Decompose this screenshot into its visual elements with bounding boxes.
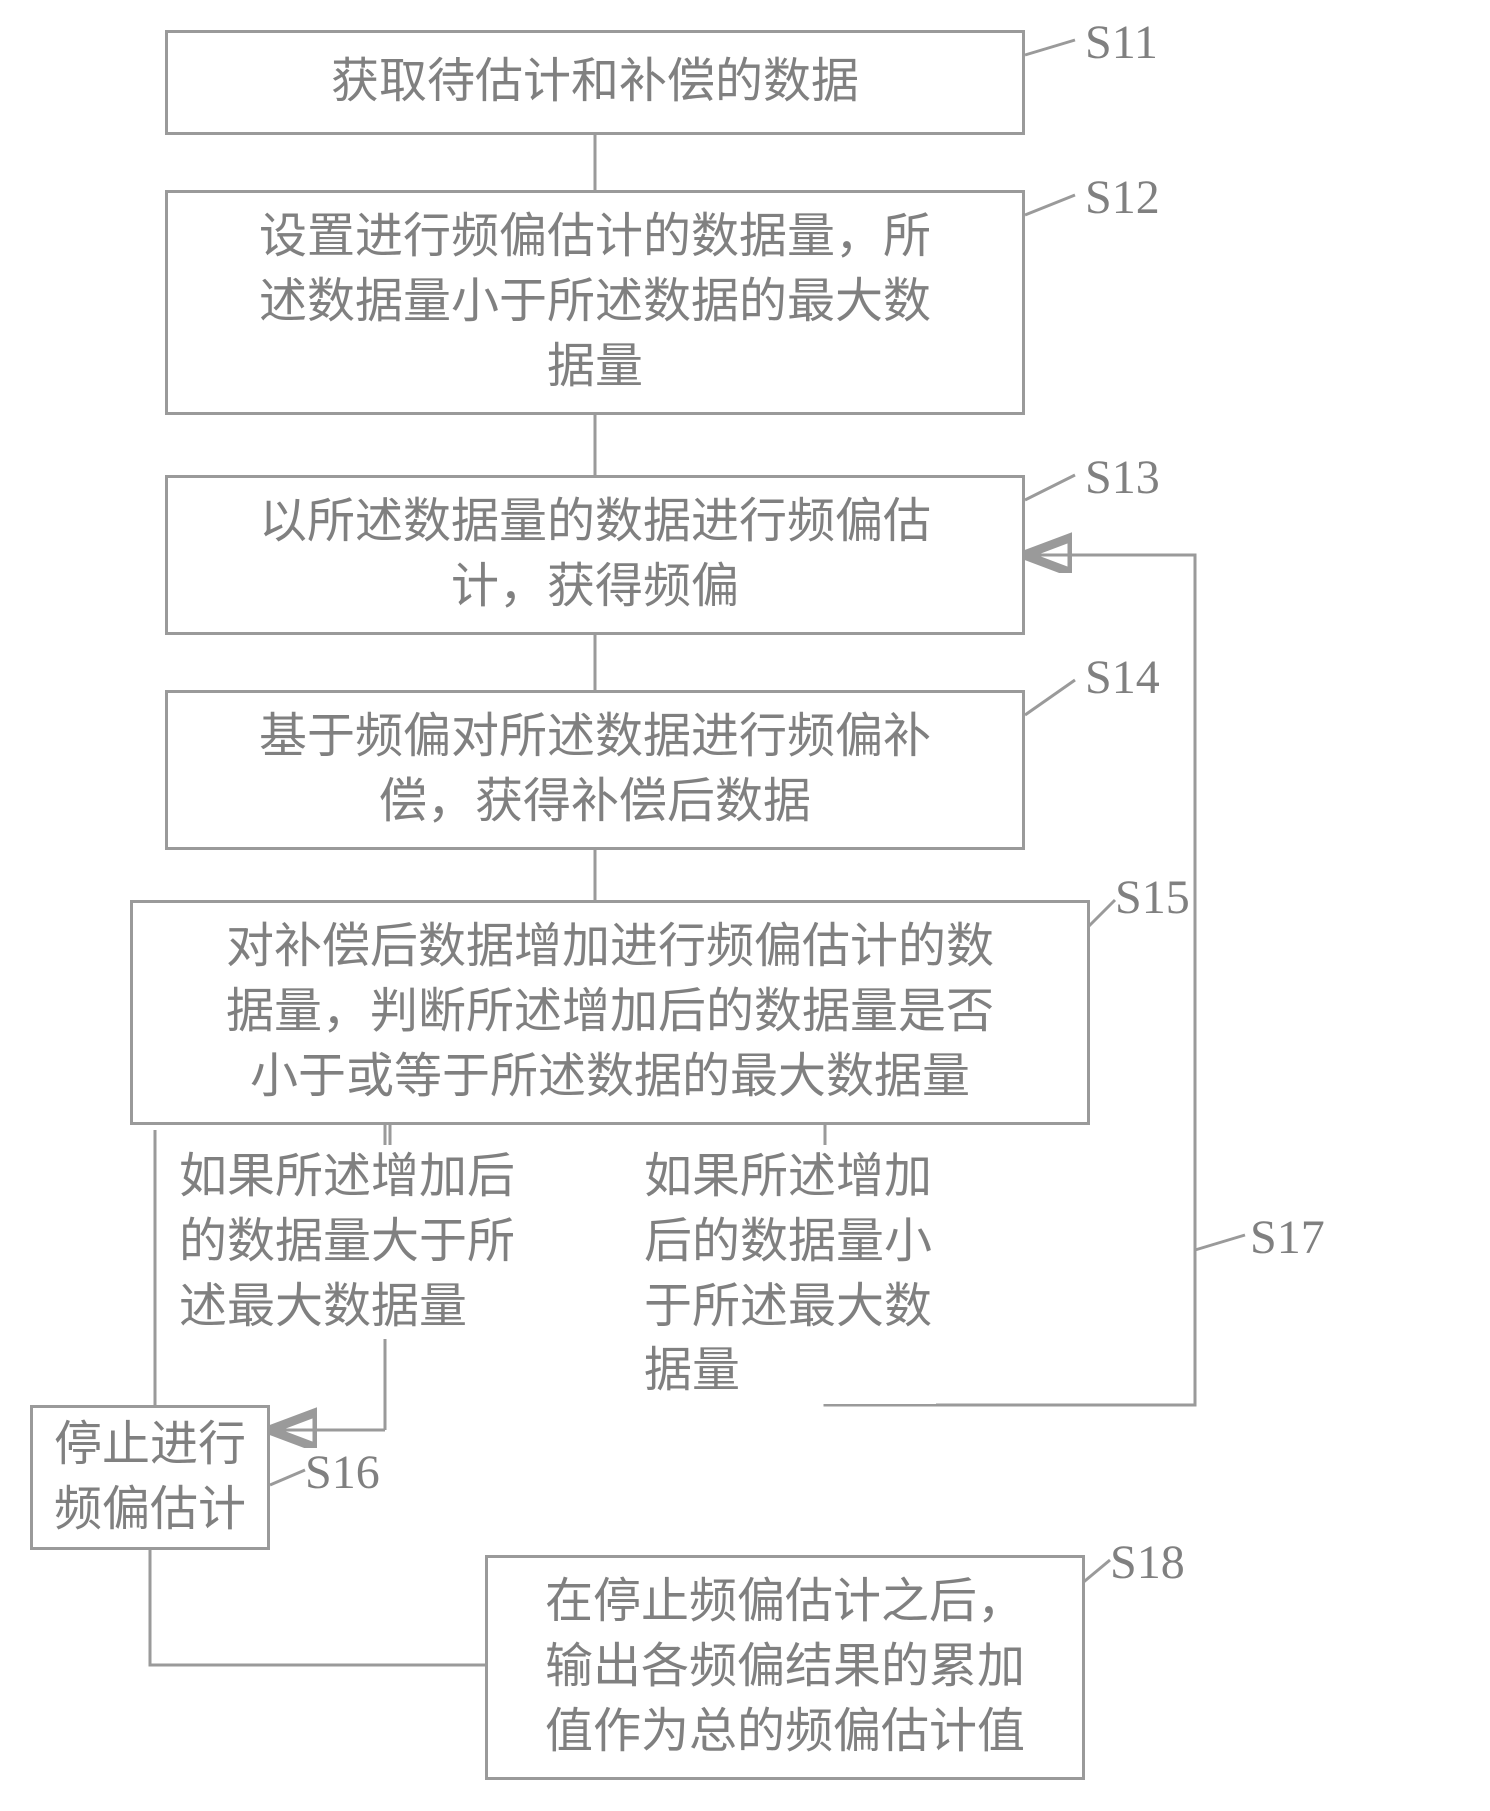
label-s14: S14 [1085,650,1160,705]
node-s16: 停止进行 频偏估计 [30,1405,270,1550]
label-s12: S12 [1085,170,1160,225]
node-s16-text: 停止进行 频偏估计 [54,1413,246,1543]
node-s14: 基于频偏对所述数据进行频偏补 偿，获得补偿后数据 [165,690,1025,850]
branch-left-text: 如果所述增加后 的数据量大于所 述最大数据量 [175,1145,519,1339]
branch-right-text: 如果所述增加 后的数据量小 于所述最大数 据量 [640,1145,936,1404]
node-s18-text: 在停止频偏估计之后， 输出各频偏结果的累加 值作为总的频偏估计值 [545,1570,1025,1764]
node-s11-text: 获取待估计和补偿的数据 [331,50,859,115]
node-s11: 获取待估计和补偿的数据 [165,30,1025,135]
node-s13: 以所述数据量的数据进行频偏估 计，获得频偏 [165,475,1025,635]
node-s18: 在停止频偏估计之后， 输出各频偏结果的累加 值作为总的频偏估计值 [485,1555,1085,1780]
label-s18: S18 [1110,1535,1185,1590]
label-s15: S15 [1115,870,1190,925]
label-s11: S11 [1085,15,1158,70]
label-s16: S16 [305,1445,380,1500]
node-s14-text: 基于频偏对所述数据进行频偏补 偿，获得补偿后数据 [259,705,931,835]
node-s12: 设置进行频偏估计的数据量，所 述数据量小于所述数据的最大数 据量 [165,190,1025,415]
label-s13: S13 [1085,450,1160,505]
label-s17: S17 [1250,1210,1325,1265]
node-s15-text: 对补偿后数据增加进行频偏估计的数 据量，判断所述增加后的数据量是否 小于或等于所… [226,915,994,1109]
node-s15: 对补偿后数据增加进行频偏估计的数 据量，判断所述增加后的数据量是否 小于或等于所… [130,900,1090,1125]
node-s12-text: 设置进行频偏估计的数据量，所 述数据量小于所述数据的最大数 据量 [259,205,931,399]
node-s13-text: 以所述数据量的数据进行频偏估 计，获得频偏 [259,490,931,620]
